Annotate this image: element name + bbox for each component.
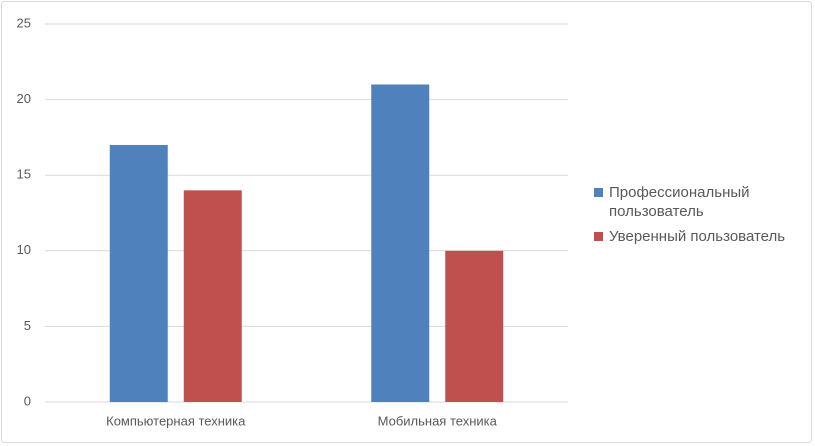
y-tick-label: 10 (17, 242, 31, 257)
legend-item: Уверенный пользователь (594, 227, 804, 246)
y-tick-label: 20 (17, 91, 31, 106)
y-tick-label: 0 (24, 393, 31, 408)
legend-swatch (594, 232, 603, 241)
y-tick-label: 25 (17, 15, 31, 30)
x-tick-label: Мобильная техника (378, 413, 498, 428)
y-tick-label: 5 (24, 318, 31, 333)
legend-label: Профессиональный пользователь (609, 184, 750, 220)
bar (371, 84, 430, 402)
legend: Профессиональный пользователь Уверенный п… (594, 183, 804, 252)
bar (183, 190, 242, 402)
y-tick-label: 15 (17, 167, 31, 182)
legend-item: Профессиональный пользователь (594, 183, 804, 221)
legend-swatch (594, 188, 603, 197)
bar (445, 250, 504, 402)
x-tick-label: Компьютерная техника (106, 413, 246, 428)
legend-label: Уверенный пользователь (609, 228, 786, 245)
bar (109, 144, 168, 402)
